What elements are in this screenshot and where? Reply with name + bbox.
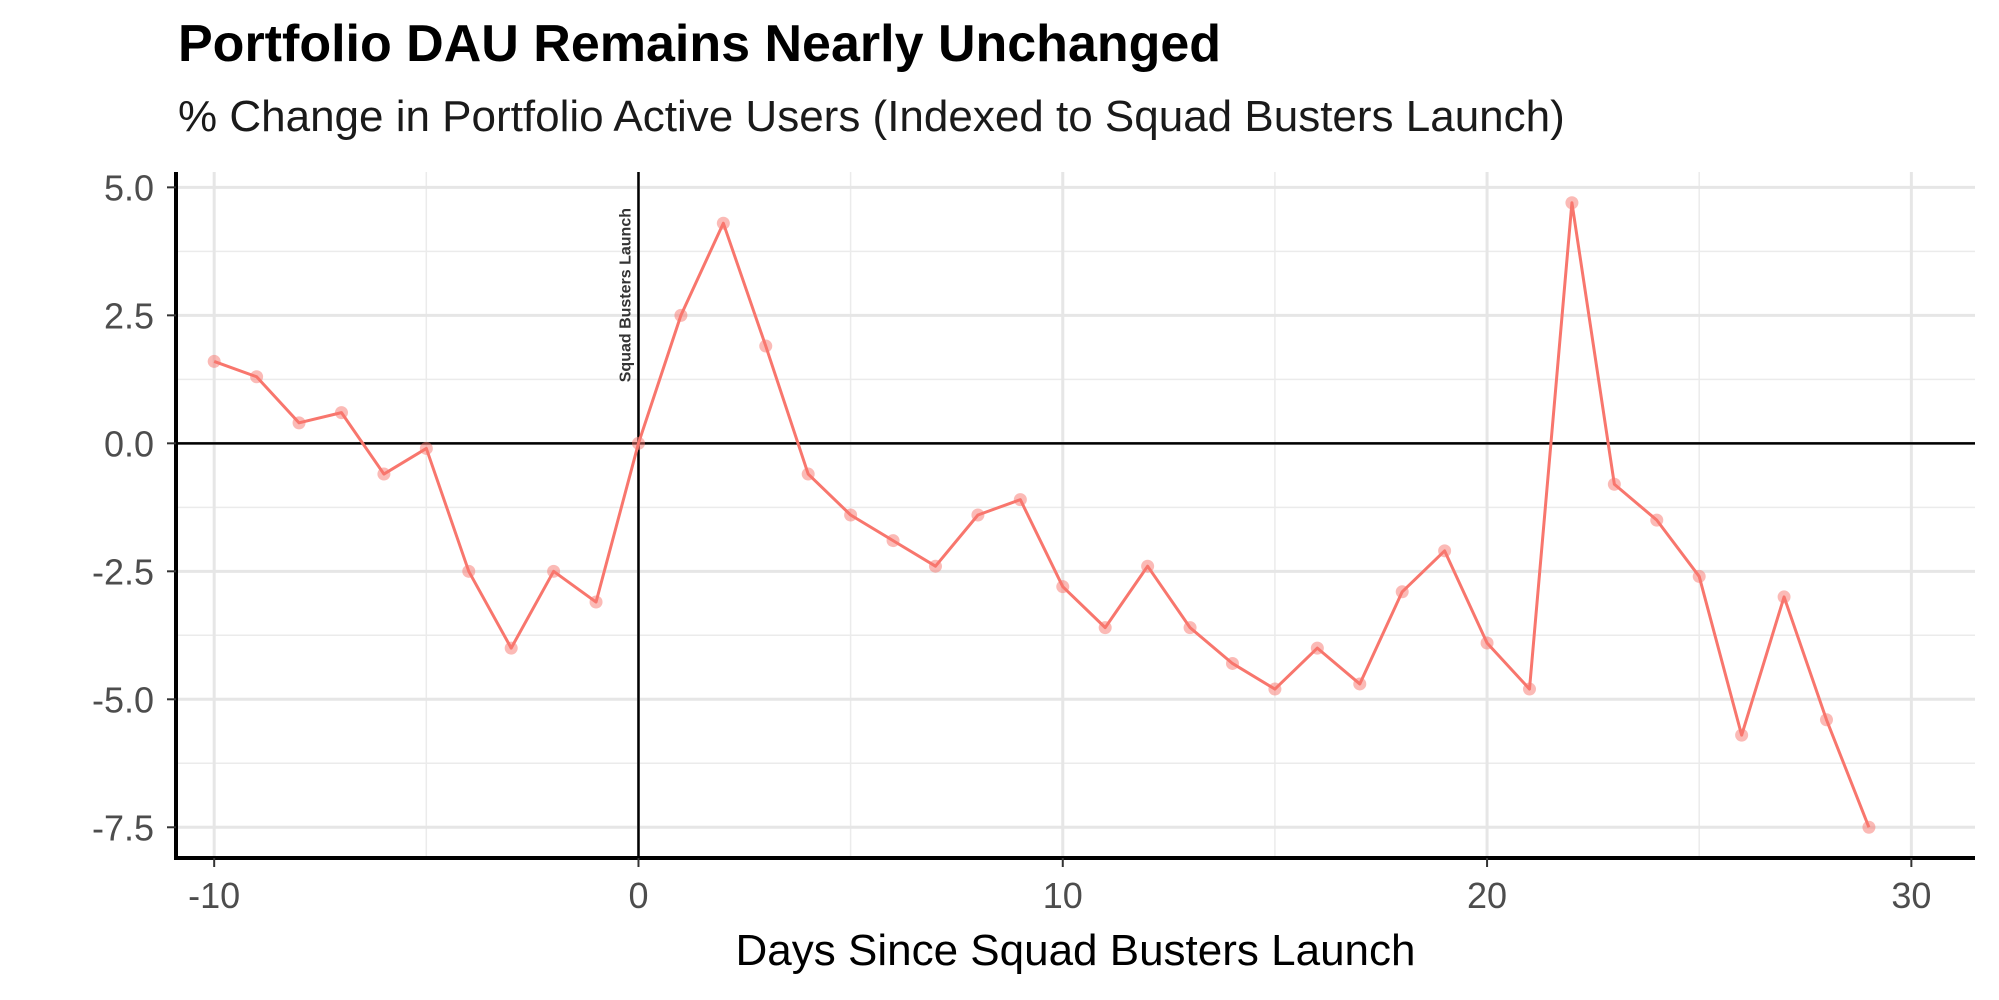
data-point [928, 559, 942, 573]
data-point [292, 416, 306, 430]
series-line [213, 201, 1871, 828]
data-point [419, 441, 433, 455]
chart-subtitle: % Change in Portfolio Active Users (Inde… [178, 92, 1565, 141]
x-tick-labels: -10 0 10 20 30 [188, 875, 1931, 916]
data-point [1607, 477, 1621, 491]
data-point [504, 641, 518, 655]
reference-lines [176, 172, 1975, 858]
data-point [1777, 590, 1791, 604]
data-point [716, 216, 730, 230]
data-point [547, 564, 561, 578]
x-tick-label: 0 [628, 875, 648, 916]
data-point [1183, 621, 1197, 635]
data-point [759, 339, 773, 353]
data-point [886, 534, 900, 548]
data-point [1650, 513, 1664, 527]
y-tick-label: -5.0 [92, 679, 154, 720]
y-tick-label: -7.5 [92, 807, 154, 848]
data-point [1565, 196, 1579, 210]
data-point [801, 467, 815, 481]
y-tick-labels: 5.0 2.5 0.0 -2.5 -5.0 -7.5 [92, 167, 154, 848]
data-point [589, 595, 603, 609]
data-point [631, 436, 645, 450]
data-point [1141, 559, 1155, 573]
data-point [250, 370, 264, 384]
launch-line-label: Squad Busters Launch [617, 208, 634, 382]
x-tick-label: 30 [1891, 875, 1931, 916]
data-point [334, 406, 348, 420]
data-point [844, 508, 858, 522]
data-point [1268, 682, 1282, 696]
data-point [971, 508, 985, 522]
data-point [1522, 682, 1536, 696]
data-point [377, 467, 391, 481]
major-gridlines [176, 172, 1975, 858]
data-point [1438, 544, 1452, 558]
y-tick-label: 0.0 [104, 423, 154, 464]
data-point [1098, 621, 1112, 635]
x-tick-label: 10 [1043, 875, 1083, 916]
y-tick-label: 5.0 [104, 167, 154, 208]
data-point [1013, 493, 1027, 507]
data-point [462, 564, 476, 578]
series-layer [207, 196, 1876, 834]
data-point [1692, 569, 1706, 583]
data-point [1310, 641, 1324, 655]
data-point [207, 354, 221, 368]
x-tick-label: -10 [188, 875, 240, 916]
data-point [1056, 580, 1070, 594]
y-tick-label: -2.5 [92, 551, 154, 592]
chart-title: Portfolio DAU Remains Nearly Unchanged [178, 15, 1222, 73]
data-point [1353, 677, 1367, 691]
data-point [674, 308, 688, 322]
x-tick-label: 20 [1467, 875, 1507, 916]
axes [167, 172, 1975, 867]
data-point [1395, 585, 1409, 599]
data-point [1735, 728, 1749, 742]
data-point [1862, 820, 1876, 834]
data-point [1225, 656, 1239, 670]
minor-gridlines [176, 172, 1975, 858]
data-point [1480, 636, 1494, 650]
y-tick-label: 2.5 [104, 295, 154, 336]
data-point [1819, 713, 1833, 727]
x-axis-title: Days Since Squad Busters Launch [736, 926, 1416, 975]
